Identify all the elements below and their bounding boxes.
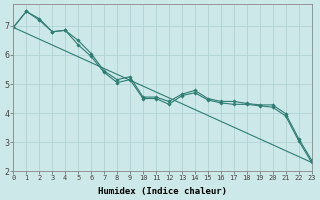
X-axis label: Humidex (Indice chaleur): Humidex (Indice chaleur) bbox=[98, 187, 227, 196]
